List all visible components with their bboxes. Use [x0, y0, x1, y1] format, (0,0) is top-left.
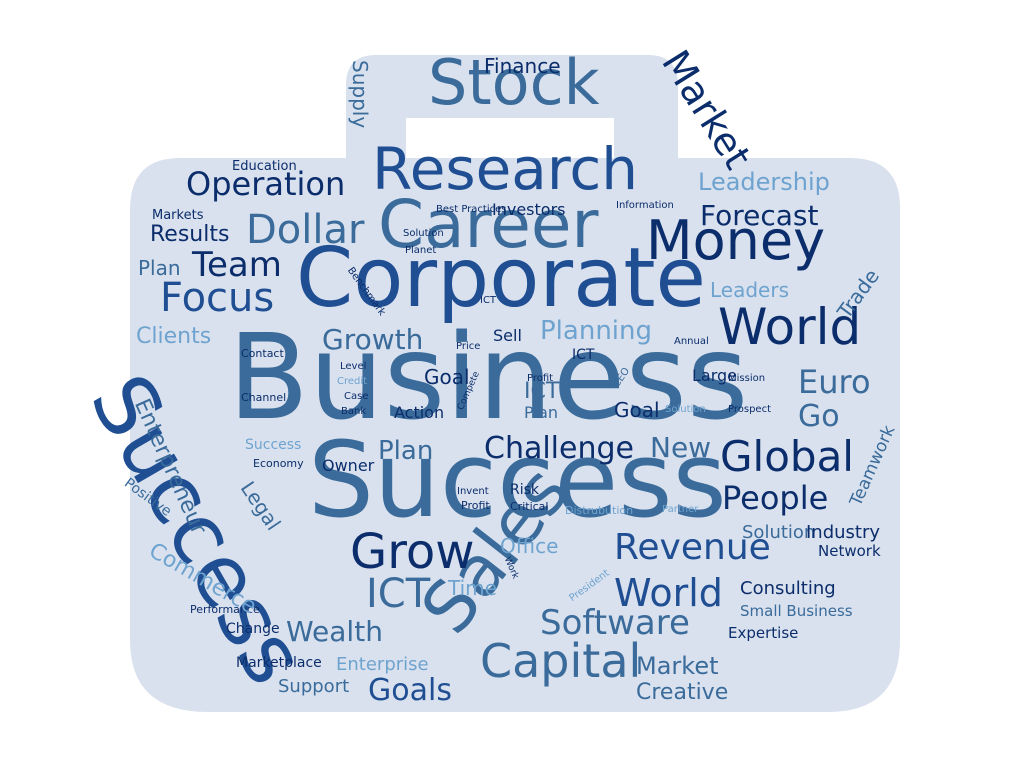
word-investors: Investors — [492, 200, 566, 219]
word-goal: Goal — [614, 398, 660, 422]
word-profit: Profit — [461, 499, 490, 512]
word-enterprise: Enterprise — [336, 654, 429, 675]
word-risk: Risk — [510, 482, 540, 498]
word-marketplace: Marketplace — [236, 655, 322, 671]
word-focus: Focus — [160, 275, 275, 321]
word-profit: Profit — [527, 373, 554, 384]
word-information: Information — [616, 200, 674, 211]
word-owner: Owner — [322, 456, 375, 475]
word-dollar: Dollar — [246, 207, 365, 253]
word-success: Success — [245, 437, 302, 453]
word-grow: Grow — [350, 524, 475, 580]
word-supply: Supply — [348, 60, 372, 129]
word-operation: Operation — [186, 165, 346, 203]
word-action: Action — [394, 403, 445, 422]
word-goals: Goals — [368, 673, 452, 708]
word-partner: Partner — [662, 504, 699, 515]
word-challenge: Challenge — [484, 431, 634, 466]
word-contact: Contact — [241, 347, 284, 360]
word-global: Global — [720, 432, 854, 481]
word-money: Money — [646, 209, 826, 272]
word-revenue: Revenue — [614, 527, 771, 568]
word-new: New — [650, 431, 712, 464]
word-change: Change — [226, 621, 280, 637]
word-stock: Stock — [428, 46, 600, 119]
word-world: World — [718, 298, 862, 356]
word-forecast: Forecast — [700, 199, 819, 232]
word-results: Results — [150, 222, 230, 247]
word-ict: ICT — [480, 295, 497, 306]
word-capital: Capital — [480, 634, 642, 688]
word-invent: Invent — [457, 486, 489, 497]
word-markets: Markets — [152, 208, 204, 223]
word-annual: Annual — [674, 336, 709, 347]
word-office: Office — [500, 534, 559, 558]
word-education: Education — [232, 159, 297, 174]
word-plan: Plan — [378, 436, 434, 466]
word-team: Team — [192, 245, 282, 285]
word-corporate: Corporate — [296, 231, 706, 326]
word-leaders: Leaders — [710, 278, 789, 302]
word-solution: Solution — [403, 228, 444, 239]
word-consulting: Consulting — [740, 578, 836, 599]
word-creative: Creative — [636, 680, 729, 705]
word-performance: Performance — [190, 603, 260, 616]
word-solution: Solution — [742, 522, 816, 543]
word-economy: Economy — [253, 457, 304, 470]
word-leadership: Leadership — [698, 168, 830, 196]
word-growth: Growth — [322, 323, 424, 356]
word-euro: Euro — [798, 363, 871, 401]
word-best-practices: Best Practices — [436, 204, 507, 215]
word-software: Software — [540, 603, 690, 643]
word-goal: Goal — [424, 365, 470, 389]
word-large: Large — [692, 366, 738, 385]
word-support: Support — [278, 676, 350, 697]
word-career: Career — [378, 186, 599, 263]
word-business: Business — [228, 308, 749, 446]
word-go: Go — [798, 399, 840, 434]
word-channel: Channel — [241, 391, 287, 404]
word-time: Time — [448, 576, 497, 600]
word-plan: Plan — [524, 403, 559, 422]
word-sell: Sell — [493, 326, 522, 345]
word-world: World — [614, 571, 723, 615]
word-market: Market — [636, 652, 719, 680]
word-level: Level — [340, 361, 367, 372]
word-industry: Industry — [806, 522, 881, 543]
word-planet: Planet — [405, 245, 437, 256]
word-credit: Credit — [337, 376, 368, 387]
word-network: Network — [818, 542, 881, 560]
word-clients: Clients — [136, 324, 212, 349]
word-case: Case — [344, 391, 369, 402]
word-plan: Plan — [138, 256, 181, 280]
word-people: People — [722, 479, 829, 517]
word-bank: Bank — [341, 406, 367, 417]
word-mission: Mission — [728, 373, 766, 384]
word-solution: Solution — [665, 404, 706, 415]
word-price: Price — [456, 341, 481, 352]
word-critical: Critical — [510, 500, 549, 513]
word-distrubution: Distrubution — [565, 504, 634, 517]
word-small-business: Small Business — [740, 602, 853, 620]
word-research: Research — [372, 135, 639, 203]
word-ict: ICT — [524, 379, 560, 404]
word-prospect: Prospect — [728, 404, 771, 415]
word-expertise: Expertise — [728, 624, 799, 642]
word-ict: ICT — [572, 347, 595, 363]
word-wealth: Wealth — [286, 615, 383, 648]
word-planning: Planning — [540, 316, 652, 346]
word-finance: Finance — [484, 54, 561, 78]
word-ict: ICT — [366, 571, 431, 617]
word-success: Success — [308, 419, 727, 541]
